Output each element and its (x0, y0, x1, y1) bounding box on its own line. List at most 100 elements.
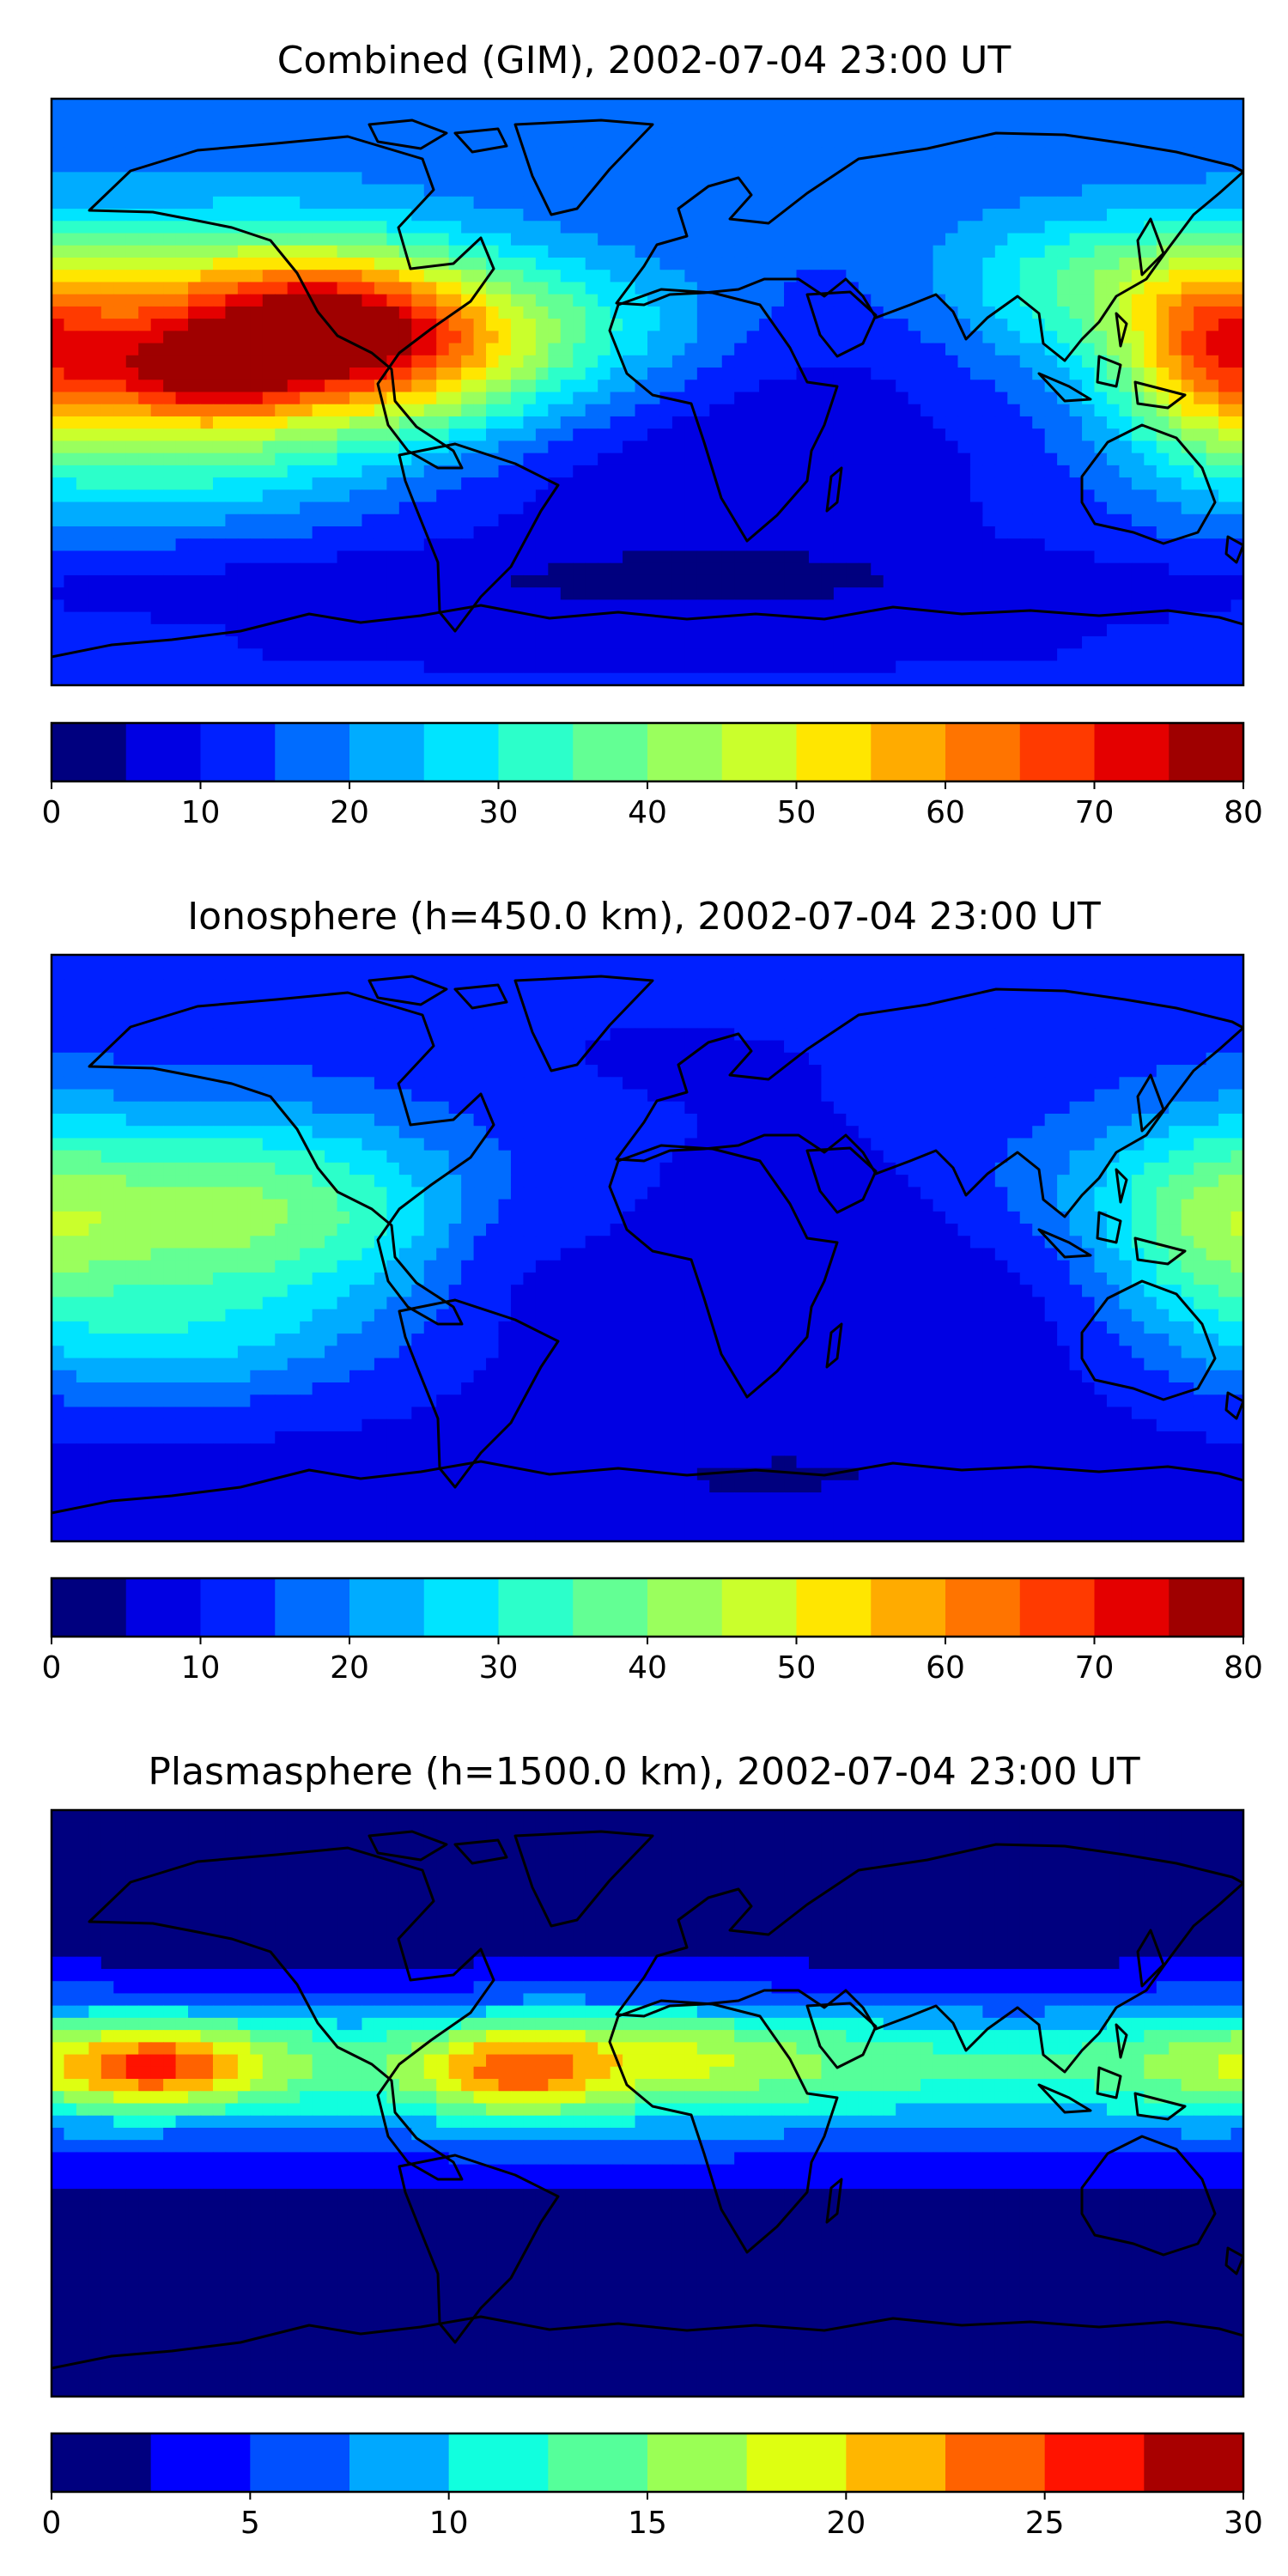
heatmap-cell (535, 672, 549, 685)
heatmap-cell (671, 636, 685, 649)
heatmap-cell (1131, 672, 1145, 685)
heatmap-cell (1230, 489, 1243, 503)
heatmap-cell (933, 501, 946, 515)
heatmap-cell (225, 538, 239, 552)
heatmap-cell (647, 111, 661, 125)
heatmap-cell (846, 147, 860, 161)
heatmap-cell (1069, 404, 1083, 417)
colorbar-swatch (498, 723, 574, 781)
heatmap-cell (1069, 648, 1083, 662)
heatmap-cell (411, 611, 425, 625)
heatmap-cell (262, 623, 276, 637)
heatmap-cell (325, 979, 338, 993)
heatmap-cell (957, 270, 971, 283)
heatmap-cell (821, 99, 835, 112)
heatmap-cell (1007, 184, 1021, 197)
heatmap-cell (535, 550, 549, 564)
heatmap-cell (212, 587, 227, 600)
heatmap-cell (1044, 233, 1058, 246)
heatmap-cell (200, 513, 214, 527)
heatmap-cell (598, 184, 611, 197)
heatmap-cell (113, 404, 127, 417)
heatmap-cell (1019, 196, 1033, 210)
heatmap-cell (969, 562, 983, 576)
heatmap-cell (138, 184, 152, 197)
heatmap-cell (945, 123, 959, 137)
heatmap-cell (163, 660, 177, 674)
heatmap-cell (883, 270, 896, 283)
heatmap-cell (473, 343, 487, 356)
heatmap-cell (647, 440, 661, 454)
heatmap-cell (349, 526, 363, 539)
heatmap-cell (1069, 209, 1083, 222)
heatmap-cell (784, 380, 798, 393)
heatmap-cell (908, 331, 921, 344)
heatmap-cell (1194, 380, 1207, 393)
heatmap-cell (933, 355, 946, 368)
heatmap-cell (610, 672, 623, 685)
heatmap-cell (64, 574, 77, 588)
heatmap-cell (1181, 233, 1194, 246)
heatmap-cell (933, 526, 946, 539)
heatmap-cell (361, 587, 375, 600)
heatmap-cell (746, 233, 760, 246)
heatmap-cell (486, 660, 500, 674)
heatmap-cell (398, 574, 412, 588)
heatmap-cell (1131, 489, 1145, 503)
heatmap-cell (1057, 501, 1071, 515)
heatmap-cell (175, 513, 189, 527)
heatmap-cell (138, 660, 152, 674)
heatmap-cell (659, 453, 673, 466)
heatmap-cell (684, 306, 698, 319)
heatmap-cell (833, 111, 847, 125)
heatmap-cell (349, 331, 363, 344)
heatmap-cell (88, 147, 102, 161)
heatmap-cell (684, 99, 698, 112)
heatmap-cell (1156, 294, 1170, 307)
heatmap-cell (1169, 477, 1182, 490)
heatmap-cell (138, 99, 152, 112)
heatmap-cell (1032, 123, 1046, 137)
heatmap-cell (659, 331, 673, 344)
heatmap-cell (585, 368, 598, 380)
heatmap-cell (88, 294, 102, 307)
heatmap-cell (100, 404, 114, 417)
heatmap-cell (1057, 221, 1071, 234)
heatmap-cell (1169, 111, 1182, 125)
heatmap-cell (535, 477, 549, 490)
heatmap-cell (908, 562, 921, 576)
heatmap-cell (486, 368, 500, 380)
heatmap-cell (908, 392, 921, 405)
heatmap-cell (349, 477, 363, 490)
heatmap-cell (386, 562, 400, 576)
heatmap-cell (535, 660, 549, 674)
heatmap-cell (1069, 160, 1083, 173)
heatmap-cell (684, 550, 698, 564)
heatmap-cell (647, 623, 661, 637)
heatmap-cell (361, 550, 375, 564)
heatmap-cell (623, 538, 636, 552)
heatmap-cell (1194, 233, 1207, 246)
heatmap-cell (287, 355, 301, 368)
heatmap-cell (287, 967, 301, 981)
heatmap-cell (821, 636, 835, 649)
heatmap-cell (994, 526, 1008, 539)
heatmap-cell (746, 489, 760, 503)
heatmap-cell (920, 501, 934, 515)
heatmap-cell (969, 453, 983, 466)
heatmap-cell (212, 599, 227, 613)
heatmap-cell (250, 550, 264, 564)
heatmap-cell (1057, 453, 1071, 466)
heatmap-cell (883, 245, 896, 258)
heatmap-cell (671, 294, 685, 307)
heatmap-cell (771, 111, 785, 125)
heatmap-cell (659, 477, 673, 490)
heatmap-cell (1069, 489, 1083, 503)
heatmap-cell (100, 306, 114, 319)
heatmap-cell (1206, 331, 1219, 344)
heatmap-cell (374, 513, 387, 527)
heatmap-cell (647, 368, 661, 380)
heatmap-cell (150, 282, 164, 295)
heatmap-cell (113, 501, 127, 515)
heatmap-cell (846, 428, 860, 442)
